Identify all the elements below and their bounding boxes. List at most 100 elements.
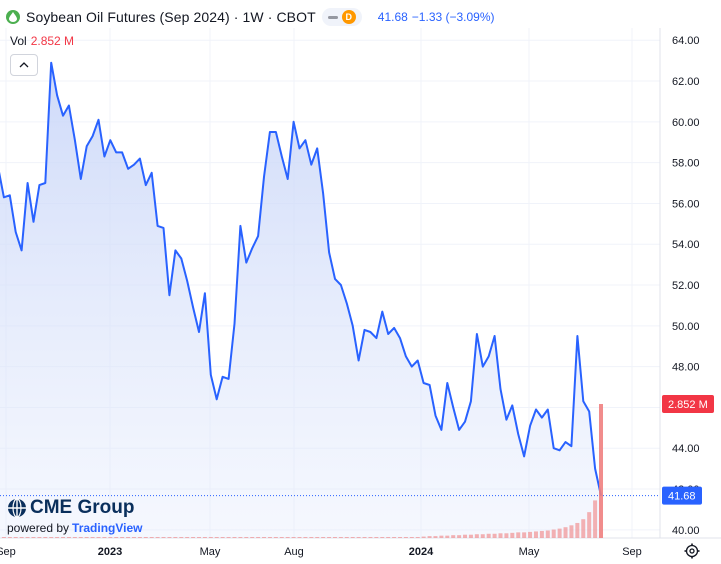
volume-legend: Vol 2.852 M	[10, 34, 74, 48]
volume-bar	[191, 537, 196, 538]
volume-bar	[338, 537, 343, 538]
volume-bar	[232, 537, 237, 538]
volume-bar	[368, 537, 373, 538]
volume-bar	[149, 537, 154, 538]
volume-bar	[374, 537, 379, 538]
volume-bar	[309, 537, 314, 538]
volume-bar	[563, 527, 568, 538]
volume-bar	[126, 537, 131, 538]
volume-bar	[427, 536, 432, 538]
volume-bar	[19, 537, 24, 538]
volume-bar	[575, 522, 580, 538]
volume-bar	[285, 537, 290, 538]
tradingview-link[interactable]: TradingView	[72, 521, 143, 535]
volume-bar	[72, 537, 77, 538]
volume-bar	[539, 530, 544, 538]
y-tick-label: 62.00	[672, 76, 700, 88]
volume-bar	[463, 534, 468, 538]
last-price-badge-label: 41.68	[668, 491, 696, 503]
volume-bar	[587, 512, 592, 538]
volume-bar	[179, 537, 184, 538]
volume-bar	[332, 537, 337, 538]
volume-bar	[202, 537, 207, 538]
volume-bar	[267, 537, 272, 538]
volume-bar	[593, 500, 598, 538]
volume-bar	[1, 537, 6, 538]
volume-bar	[392, 537, 397, 538]
interval-badge: D	[341, 10, 356, 24]
brand-name: CME Group	[30, 497, 135, 518]
volume-bar	[433, 536, 438, 538]
volume-bar	[61, 537, 66, 538]
volume-bar	[498, 533, 503, 538]
volume-bar	[492, 533, 497, 538]
y-tick-label: 44.00	[672, 443, 700, 455]
volume-bar	[557, 528, 562, 538]
volume-bar	[321, 537, 326, 538]
volume-bar	[143, 537, 148, 538]
volume-bar	[415, 537, 420, 538]
price-area-fill	[0, 62, 601, 538]
volume-bar	[43, 537, 48, 538]
volume-bar	[445, 535, 450, 538]
volume-bar	[528, 531, 533, 538]
volume-bar	[510, 532, 515, 538]
volume-bar	[244, 537, 249, 538]
y-tick-label: 56.00	[672, 198, 700, 210]
volume-value: 2.852 M	[30, 34, 75, 48]
volume-bar	[226, 537, 231, 538]
volume-badge-label: 2.852 M	[668, 399, 708, 411]
volume-bar	[327, 537, 332, 538]
volume-bar	[356, 537, 361, 538]
volume-bar	[102, 537, 107, 538]
volume-bar	[457, 535, 462, 538]
volume-bar	[131, 537, 136, 538]
volume-bar	[214, 537, 219, 538]
volume-bar	[84, 537, 89, 538]
volume-bar	[7, 537, 12, 538]
volume-bar	[409, 537, 414, 538]
price-change: −1.33 (−3.09%)	[411, 10, 495, 24]
x-tick-label: 2023	[98, 546, 122, 558]
volume-bar	[474, 534, 479, 538]
volume-bar	[273, 537, 278, 538]
collapse-legend-button[interactable]	[10, 54, 38, 76]
volume-bar	[78, 537, 83, 538]
volume-bar	[262, 537, 267, 538]
cme-logo: CME Group	[7, 497, 143, 519]
volume-bar	[468, 534, 473, 538]
price-area	[0, 61, 660, 538]
x-tick-label: Sep	[622, 546, 642, 558]
volume-bar	[120, 537, 125, 538]
volume-bar	[208, 537, 213, 538]
volume-bar	[90, 537, 95, 538]
volume-bar	[238, 537, 243, 538]
volume-bar	[439, 535, 444, 538]
volume-bar	[516, 532, 521, 538]
y-tick-label: 64.00	[672, 35, 700, 47]
interval-pill[interactable]: D	[321, 8, 362, 26]
volume-bar	[581, 519, 586, 538]
volume-bar	[350, 537, 355, 538]
volume-bar	[137, 537, 142, 538]
axis-badges: 2.852 M 41.68	[662, 395, 714, 505]
volume-bar	[599, 404, 603, 538]
price-line	[0, 61, 602, 496]
branding[interactable]: CME Group powered by TradingView	[7, 497, 143, 535]
volume-bars	[1, 404, 603, 538]
volume-bar	[504, 533, 509, 538]
last-price-badge	[662, 486, 702, 505]
gear-icon[interactable]	[684, 543, 700, 559]
y-tick-label: 50.00	[672, 321, 700, 333]
cme-globe-icon	[8, 498, 26, 518]
last-price: 41.68	[377, 10, 408, 24]
x-tick-label: May	[519, 546, 540, 558]
chevron-up-icon	[19, 62, 29, 68]
volume-bar	[114, 537, 119, 538]
volume-bar	[522, 532, 527, 538]
volume-bar	[256, 537, 261, 538]
volume-bar	[380, 537, 385, 538]
price-axis: 64.00 62.00 60.00 58.00 56.00 54.00 52.00 50.00…	[672, 35, 700, 537]
chart-title: Soybean Oil Futures (Sep 2024) · 1W · CB…	[26, 9, 316, 25]
